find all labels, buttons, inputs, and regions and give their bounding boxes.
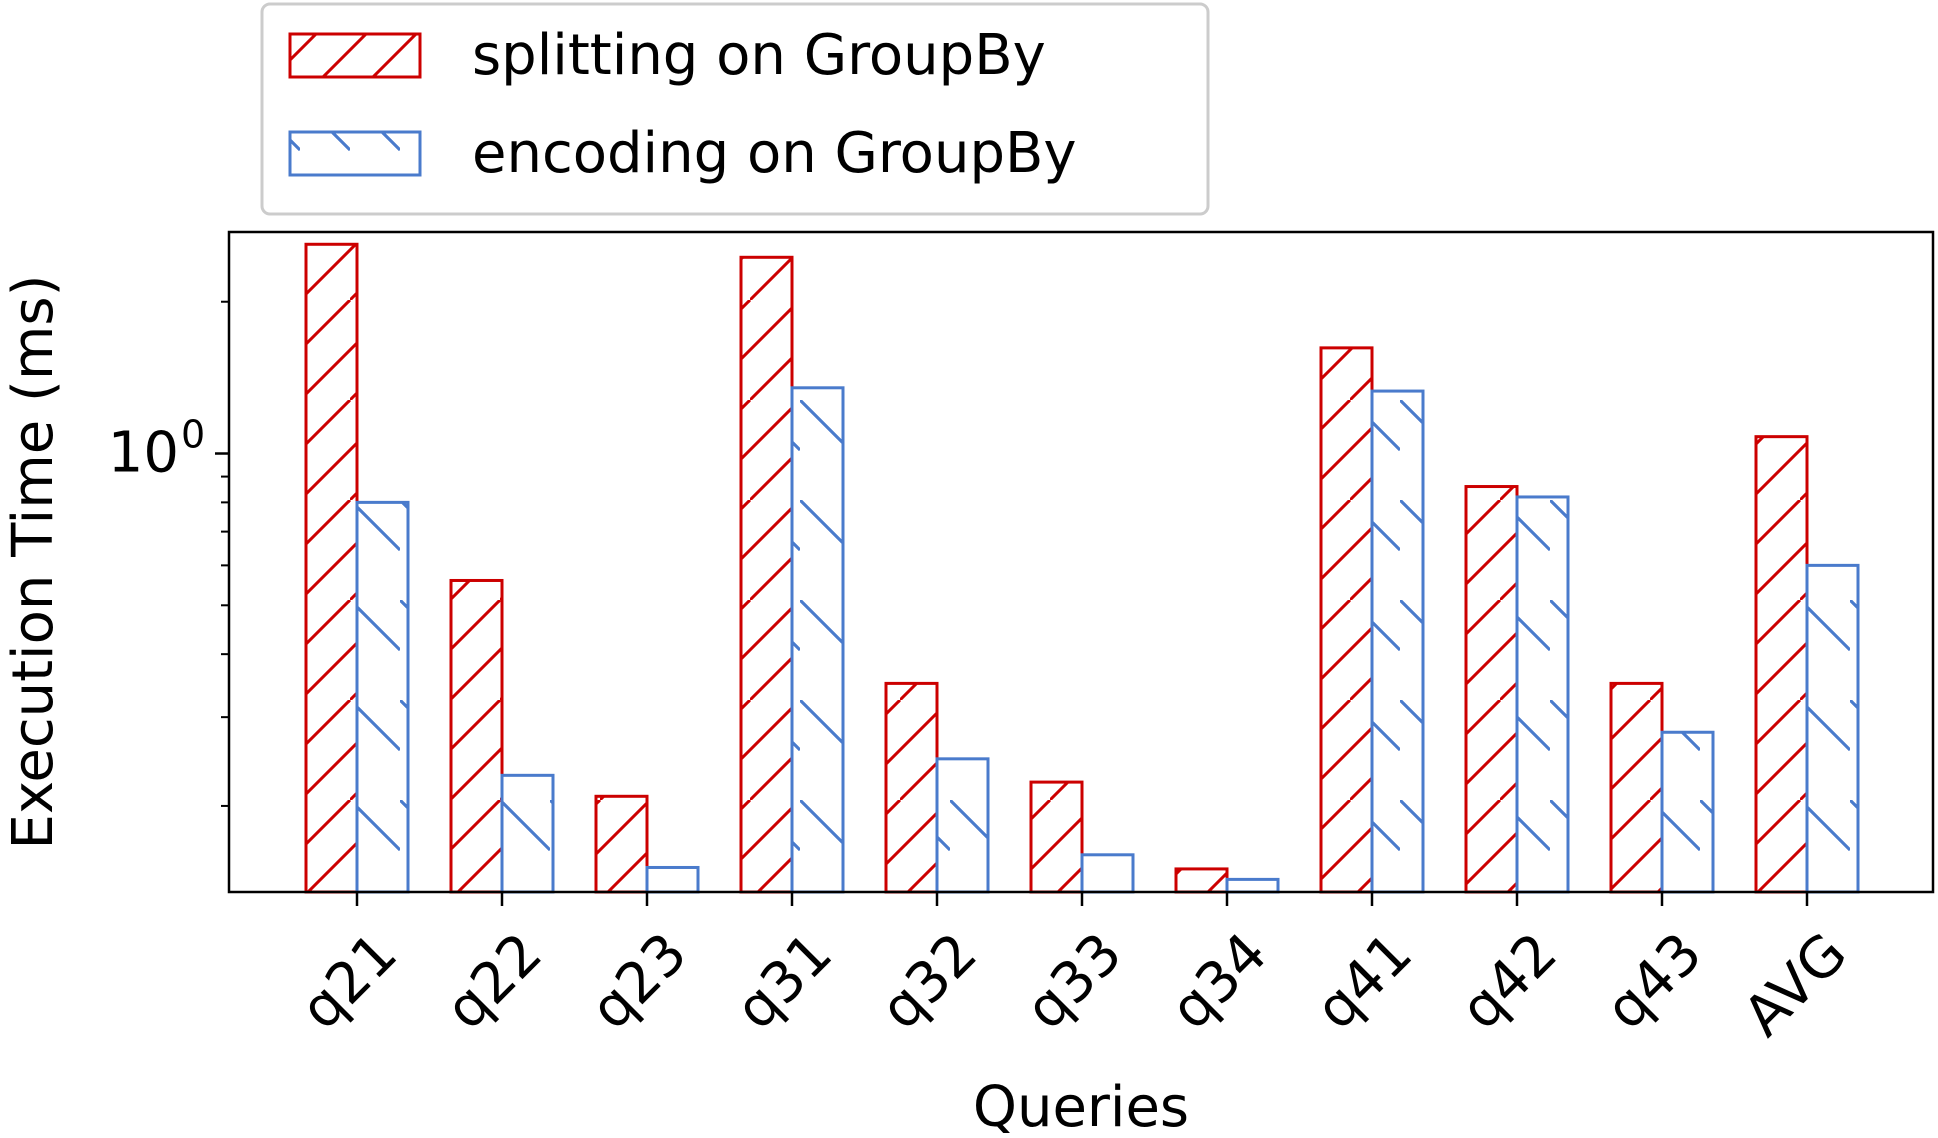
- x-tick-label: q31: [723, 921, 844, 1042]
- bar-encoding-avg: [1805, 563, 1860, 894]
- bar-splitting-q34: [1174, 867, 1229, 894]
- x-tick-label: AVG: [1731, 921, 1859, 1049]
- bar-encoding-q21: [355, 500, 410, 894]
- bar-splitting-q22: [449, 578, 504, 894]
- y-axis-label: Execution Time (ms): [1, 275, 66, 850]
- legend-label: encoding on GroupBy: [472, 121, 1077, 186]
- bar-encoding-q42: [1515, 495, 1570, 894]
- bar-encoding-q31: [790, 386, 845, 894]
- bar-splitting-q31: [739, 255, 794, 894]
- bar-splitting-q32: [884, 681, 939, 894]
- bar-splitting-q42: [1464, 485, 1519, 894]
- x-axis: q21 q22 q23 q31 q32 q33 q34 q41 q42 q43 AVG: [288, 892, 1860, 1049]
- bar-splitting-q23: [594, 794, 649, 894]
- bar-splitting-q43: [1609, 681, 1664, 894]
- x-tick-label: q43: [1593, 921, 1714, 1042]
- x-tick-label: q42: [1448, 921, 1569, 1042]
- bar-encoding-q41: [1370, 389, 1425, 894]
- x-tick-label: q33: [1013, 921, 1134, 1042]
- bar-encoding-q33: [1080, 853, 1135, 894]
- x-tick-label: q34: [1158, 921, 1279, 1042]
- bar-encoding-q22: [500, 773, 555, 894]
- bar-encoding-q32: [935, 757, 990, 894]
- bar-splitting-avg: [1754, 435, 1809, 894]
- y-tick-label-exponent: 0: [181, 413, 205, 457]
- x-tick-label: q21: [288, 921, 409, 1042]
- legend-frame: [260, 2, 1210, 216]
- bar-splitting-q41: [1319, 346, 1374, 894]
- bars-layer: [304, 242, 1860, 894]
- bar-splitting-q21: [304, 242, 359, 894]
- bar-splitting-q33: [1029, 780, 1084, 894]
- y-tick-label: 10: [108, 421, 179, 486]
- legend: splitting on GroupBy encoding on GroupBy: [260, 2, 1210, 216]
- y-axis: 10 0: [108, 300, 229, 807]
- x-tick-label: q41: [1303, 921, 1424, 1042]
- x-tick-label: q22: [433, 921, 554, 1042]
- bar-encoding-q34: [1225, 877, 1280, 894]
- x-axis-label: Queries: [973, 1075, 1189, 1134]
- bar-encoding-q23: [645, 865, 700, 894]
- x-tick-label: q23: [578, 921, 699, 1042]
- x-tick-label: q32: [868, 921, 989, 1042]
- legend-swatch: [288, 130, 422, 177]
- legend-swatch: [288, 32, 422, 79]
- bar-encoding-q43: [1660, 730, 1715, 894]
- legend-label: splitting on GroupBy: [472, 23, 1046, 88]
